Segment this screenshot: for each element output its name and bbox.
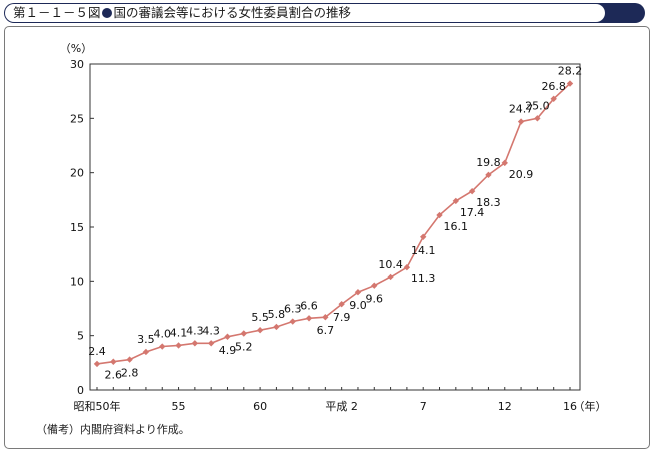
data-label: 26.8 [541,80,566,93]
data-point [322,313,329,321]
data-point [256,327,264,334]
data-label: 24.7 [509,103,534,116]
bullet-icon [101,8,112,18]
data-point [354,289,362,296]
data-point [289,318,296,325]
data-label: 19.8 [476,156,501,169]
data-point [550,95,557,102]
data-point [468,187,476,195]
data-label: 28.2 [558,65,583,78]
data-label: 16.1 [444,220,469,233]
data-label: 10.4 [378,258,403,271]
data-point [534,115,541,122]
data-point [224,333,231,340]
data-point [403,264,411,271]
y-tick-label: 25 [70,112,84,125]
data-label: 5.2 [235,340,253,353]
data-label: 18.3 [476,196,501,209]
data-point [110,358,117,365]
data-label: 25.0 [525,99,550,112]
data-point [387,273,394,281]
data-label: 5.8 [268,308,286,321]
data-point [501,159,508,167]
data-point [93,360,101,368]
data-label: 2.6 [105,369,123,382]
title-text: 国の審議会等における女性委員割合の推移 [113,5,352,20]
data-label: 3.5 [137,333,155,346]
data-point [240,330,247,337]
data-label: 9.0 [349,299,367,312]
y-tick-label: 20 [70,167,84,180]
data-label: 4.3 [186,324,204,337]
data-label: 2.8 [121,367,139,380]
data-label: 9.6 [366,293,384,306]
data-label: 6.6 [300,299,318,312]
data-label: 6.7 [317,324,335,337]
x-tick-label: 16 [563,400,577,413]
x-tick-label: 7 [420,400,427,413]
plot-area [89,63,581,391]
data-label: 4.1 [170,326,188,339]
y-tick-label: 10 [70,275,84,288]
data-label: 14.1 [411,244,436,257]
data-point [452,197,460,205]
y-tick-label: 15 [70,221,84,234]
data-point [142,348,150,356]
data-point [517,118,525,125]
data-point [159,343,166,350]
data-label: 20.9 [509,168,534,181]
data-point [420,233,427,240]
data-point [126,356,133,363]
data-point [338,300,345,308]
data-point [207,340,215,347]
data-label: 4.9 [219,344,237,357]
y-tick-label: 0 [77,384,84,397]
chart-frame [4,26,650,449]
data-point [273,323,280,331]
y-tick-label: 5 [77,330,84,343]
data-point [175,342,182,349]
data-point [191,340,199,347]
x-tick-label: 55 [172,400,186,413]
data-point [485,171,492,179]
data-label: 11.3 [411,272,436,285]
data-label: 2.4 [88,345,106,358]
source-note: （備考）内閣府資料より作成。 [36,423,190,436]
data-label: 4.3 [202,324,220,337]
y-tick-label: 30 [70,58,84,71]
x-axis-unit: （年） [574,399,607,413]
data-label: 6.3 [284,303,302,316]
x-tick-label: 平成 2 [325,400,358,413]
data-label: 4.0 [153,328,171,341]
data-point [371,282,378,289]
data-label: 17.4 [460,206,485,219]
x-tick-label: 昭和50年 [74,399,121,413]
y-axis-label: （%） [60,42,92,55]
data-point [305,315,313,322]
data-label: 7.9 [333,311,351,324]
title-bar: 第１－１－５図 国の審議会等における女性委員割合の推移 [4,3,645,23]
data-point [436,211,443,219]
figure-number: 第１－１－５図 [13,5,101,20]
x-tick-label: 60 [253,400,267,413]
x-tick-label: 12 [498,400,512,413]
data-label: 5.5 [251,311,269,324]
chart-title: 第１－１－５図 国の審議会等における女性委員割合の推移 [5,4,605,22]
data-point [566,80,574,87]
